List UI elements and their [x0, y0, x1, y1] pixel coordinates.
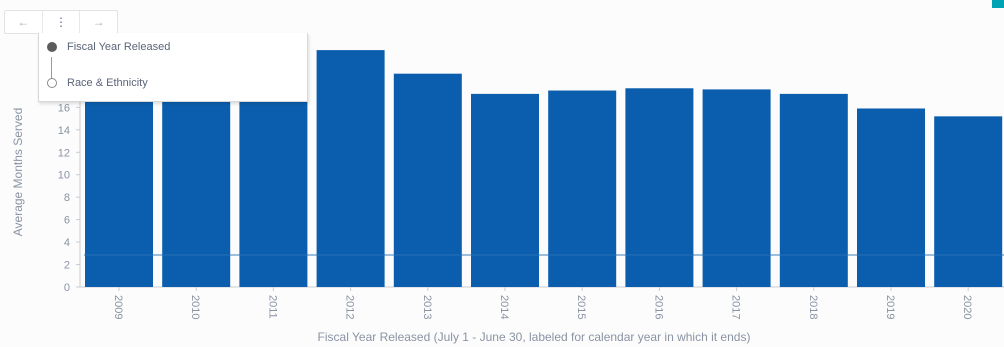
x-ticks-group: 2009 2010 2011 2012 2013 2014 2015 2016 2017 2018… [112, 287, 973, 319]
y-ticks-group: 0 2 4 6 8 10 12 14 16 [58, 102, 80, 294]
grouping-menu: Fiscal Year Released Race & Ethnicity [38, 33, 308, 102]
bar-2020[interactable] [934, 116, 1003, 287]
y-tick-label: 14 [58, 125, 70, 137]
y-axis-label: Average Months Served [11, 108, 25, 237]
y-tick-label: 16 [58, 102, 70, 114]
bar-2012[interactable] [316, 50, 385, 287]
bar-2019[interactable] [857, 108, 925, 288]
x-tick-label: 2015 [575, 295, 587, 319]
x-tick-label: 2014 [498, 295, 510, 319]
x-tick-label: 2018 [807, 295, 819, 319]
radio-unselected-icon[interactable] [47, 78, 57, 88]
x-tick-label: 2012 [344, 295, 356, 319]
corner-accent [992, 0, 1004, 8]
bar-2013[interactable] [393, 73, 462, 287]
more-options-icon[interactable]: ⋮ [43, 11, 81, 33]
y-tick-label: 12 [58, 147, 70, 159]
x-tick-label: 2010 [189, 295, 201, 319]
bar-2011[interactable] [239, 71, 308, 287]
forward-icon[interactable]: → [92, 15, 105, 29]
y-tick-label: 10 [58, 170, 70, 182]
bar-2010[interactable] [162, 84, 231, 287]
option-race-ethnicity[interactable]: Race & Ethnicity [47, 77, 148, 89]
y-tick-label: 8 [64, 192, 70, 204]
x-tick-label: 2009 [112, 295, 124, 319]
radio-connector [51, 57, 52, 81]
bars-group [85, 50, 1003, 288]
y-tick-label: 6 [64, 215, 70, 227]
bar-2015[interactable] [548, 90, 617, 287]
option-fiscal-year-released[interactable]: Fiscal Year Released [47, 41, 170, 53]
x-tick-label: 2019 [884, 295, 896, 319]
x-tick-label: 2017 [730, 295, 742, 319]
bar-2016[interactable] [625, 88, 694, 287]
x-axis-label: Fiscal Year Released (July 1 - June 30, … [318, 330, 751, 344]
bar-2017[interactable] [702, 89, 771, 288]
x-tick-label: 2020 [961, 295, 973, 319]
option-label: Race & Ethnicity [67, 77, 148, 89]
x-tick-label: 2011 [266, 295, 278, 319]
bar-2014[interactable] [471, 93, 539, 288]
y-tick-label: 4 [64, 237, 70, 249]
y-tick-label: 0 [64, 282, 70, 294]
chart-toolbar: ← ⋮ → [4, 10, 118, 34]
back-icon[interactable]: ← [5, 11, 43, 33]
bar-2018[interactable] [779, 93, 848, 288]
x-tick-label: 2016 [652, 295, 664, 319]
y-tick-label: 2 [64, 260, 70, 272]
x-tick-label: 2013 [421, 295, 433, 319]
option-label: Fiscal Year Released [67, 41, 171, 53]
bar-2009[interactable] [85, 82, 153, 287]
radio-selected-icon[interactable] [47, 42, 57, 52]
